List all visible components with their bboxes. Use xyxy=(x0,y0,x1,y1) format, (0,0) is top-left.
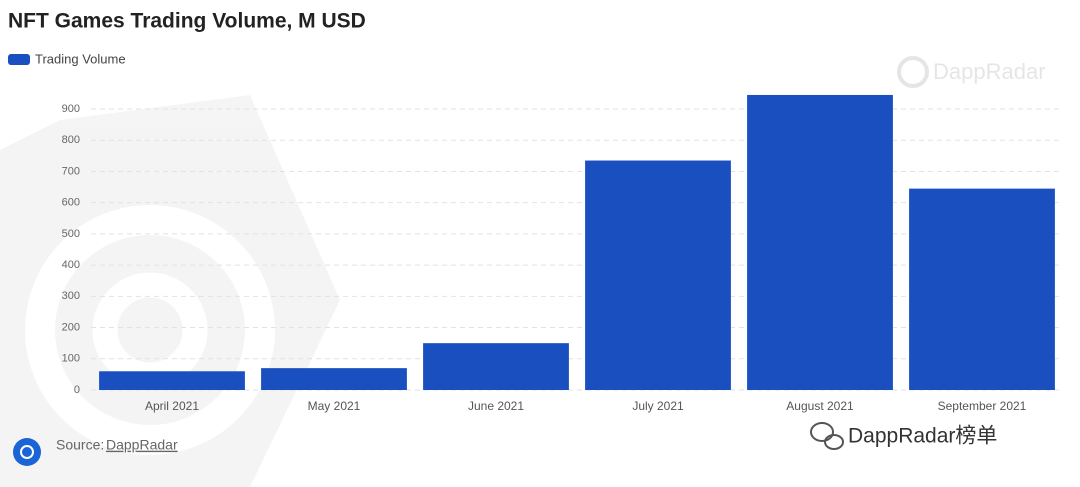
x-tick-label: September 2021 xyxy=(938,399,1027,413)
bar xyxy=(99,371,245,390)
y-tick-label: 800 xyxy=(62,134,80,146)
x-tick-label: May 2021 xyxy=(308,399,361,413)
bar xyxy=(261,368,407,390)
y-tick-label: 600 xyxy=(62,197,80,209)
watermark: DappRadar xyxy=(897,56,1046,88)
source-label: Source: xyxy=(56,437,104,453)
wechat-icon xyxy=(810,422,844,450)
x-tick-label: April 2021 xyxy=(145,399,199,413)
background-logo xyxy=(0,95,340,487)
legend-label: Trading Volume xyxy=(35,51,126,66)
chart-title: NFT Games Trading Volume, M USD xyxy=(8,10,366,33)
y-tick-label: 300 xyxy=(62,290,80,302)
y-tick-label: 0 xyxy=(74,384,80,396)
y-tick-label: 100 xyxy=(62,353,80,365)
x-tick-label: July 2021 xyxy=(632,399,684,413)
y-tick-label: 500 xyxy=(62,228,80,240)
y-tick-label: 900 xyxy=(62,103,80,115)
watermark-text: DappRadar xyxy=(933,59,1046,84)
source-link[interactable]: DappRadar xyxy=(106,437,178,453)
source-logo-ring xyxy=(20,445,34,459)
bar xyxy=(909,188,1055,390)
bar xyxy=(747,94,893,390)
y-tick-label: 700 xyxy=(62,165,80,177)
x-tick-label: August 2021 xyxy=(786,399,854,413)
y-tick-label: 200 xyxy=(62,321,80,333)
legend-swatch xyxy=(8,54,30,65)
x-tick-label: June 2021 xyxy=(468,399,524,413)
y-tick-label: 400 xyxy=(62,259,80,271)
wechat-watermark: DappRadar榜单 xyxy=(848,425,997,448)
source-logo xyxy=(13,438,41,466)
bar xyxy=(423,343,569,390)
bar xyxy=(585,160,731,390)
